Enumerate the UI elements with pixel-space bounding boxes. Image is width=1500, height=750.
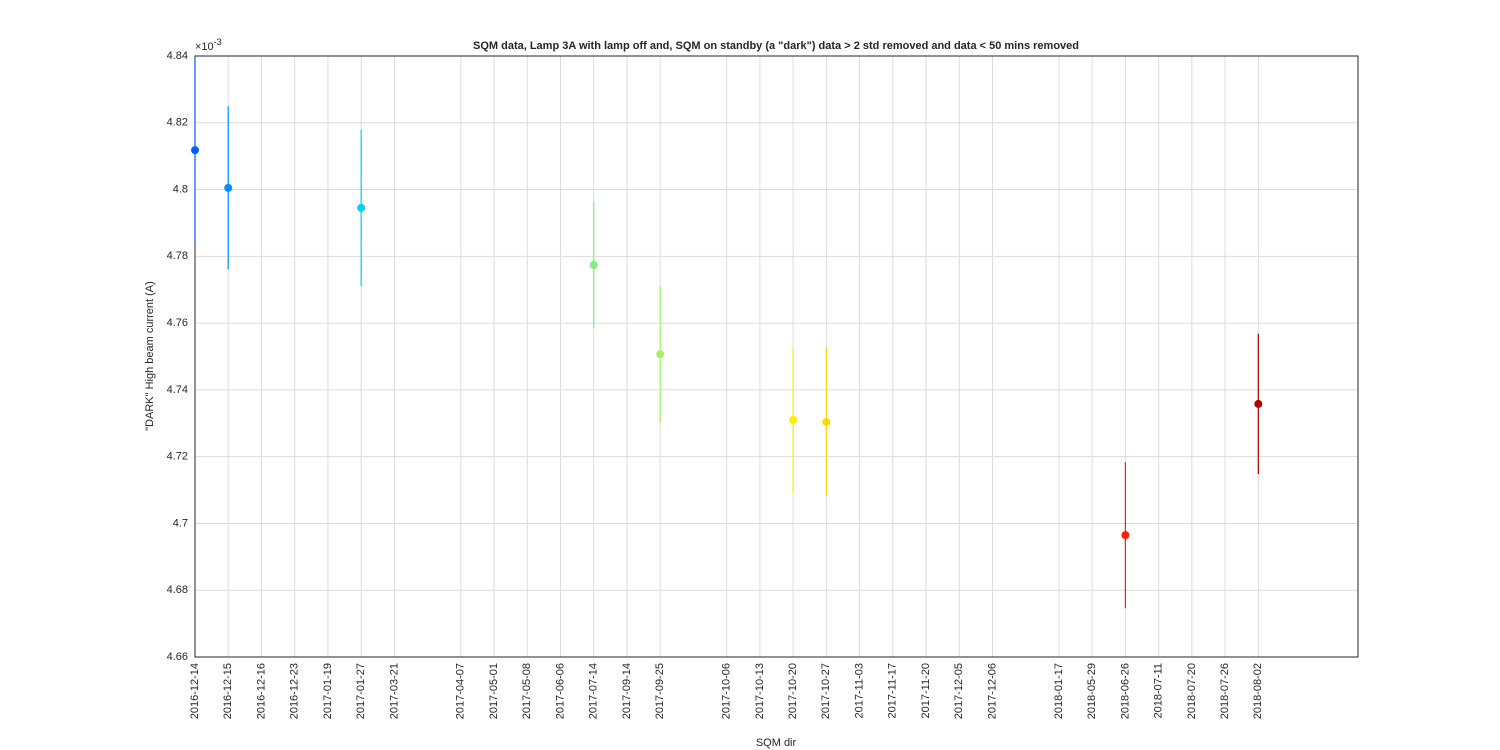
x-tick-label: 2017-01-19 [322,663,334,719]
data-point [789,415,798,424]
multiplier-base: ×10 [195,41,214,53]
x-tick-label: 2017-01-27 [355,663,367,719]
x-tick-label: 2018-08-02 [1252,663,1264,719]
x-tick-label: 2017-10-20 [787,663,799,719]
y-tick-label: 4.7 [173,517,188,529]
x-tick-label: 2017-03-21 [388,663,400,719]
x-tick-label: 2017-11-20 [920,663,932,718]
y-tick-label: 4.76 [167,317,188,329]
x-tick-label: 2017-10-27 [820,663,832,719]
x-tick-label: 2017-05-08 [521,663,533,719]
x-tick-label: 2017-10-13 [754,663,766,719]
x-tick-label: 2018-01-17 [1053,663,1065,719]
data-point [1254,399,1263,408]
x-tick-label: 2017-09-25 [654,663,666,719]
data-point [656,350,665,359]
x-tick-label: 2016-12-14 [189,663,201,719]
data-point [822,417,831,426]
chart-title: SQM data, Lamp 3A with lamp off and, SQM… [473,40,1079,52]
x-tick-label: 2017-12-05 [953,663,965,719]
x-tick-label: 2018-07-26 [1219,663,1231,719]
x-tick-label: 2017-05-01 [488,663,500,719]
x-tick-label: 2017-11-03 [853,663,865,718]
x-tick-label: 2017-07-14 [588,663,600,719]
x-tick-label: 2018-06-26 [1119,663,1131,719]
y-axis-label: "DARK" High beam current (A) [144,281,156,431]
x-axis-label: SQM dir [756,737,797,749]
data-point [1121,531,1130,540]
y-multiplier: ×10-3 [195,37,222,53]
x-tick-label: 2018-05-29 [1086,663,1098,719]
x-tick-label: 2017-12-06 [986,663,998,719]
x-tick-label: 2017-06-06 [554,663,566,719]
y-tick-label: 4.68 [167,584,188,596]
x-tick-label: 2017-04-07 [455,663,467,719]
data-point [224,183,233,192]
x-tick-label: 2016-12-15 [222,663,234,719]
x-tick-label: 2018-07-11 [1153,663,1165,718]
x-tick-label: 2017-11-17 [887,663,899,718]
data-point [357,203,366,212]
y-tick-label: 4.8 [173,183,188,195]
y-tick-label: 4.84 [167,50,188,62]
x-tick-label: 2017-10-06 [721,663,733,719]
x-tick-label: 2018-07-20 [1186,663,1198,719]
y-tick-label: 4.74 [167,384,188,396]
axes-box [194,55,1359,658]
x-tick-label: 2016-12-23 [289,663,301,719]
y-tick-label: 4.66 [167,651,188,663]
data-point [191,146,199,155]
data-point [589,261,598,270]
y-tick-label: 4.72 [167,451,188,463]
x-tick-label: 2016-12-16 [255,663,267,719]
y-tick-label: 4.78 [167,250,188,262]
multiplier-exponent: -3 [214,37,222,47]
y-tick-label: 4.82 [167,117,188,129]
x-tick-label: 2017-09-14 [621,663,633,719]
